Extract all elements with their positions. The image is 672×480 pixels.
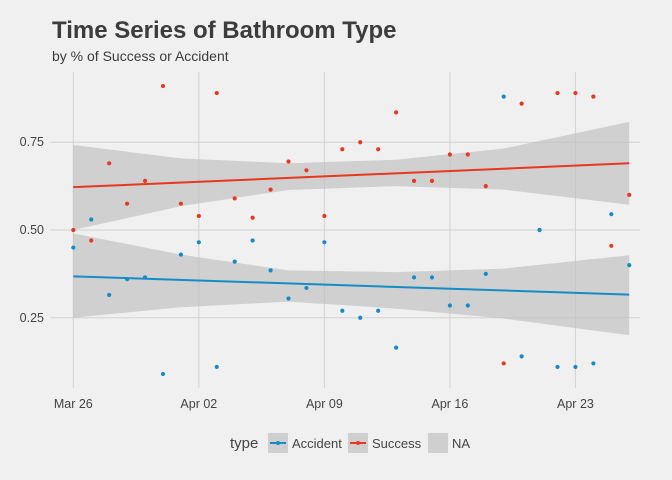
point-accident [89,217,94,222]
point-success [501,361,506,366]
point-accident [555,364,560,370]
x-axis: Mar 26 Apr 02 Apr 09 Apr 16 Apr 23 [54,397,594,411]
point-accident [609,212,614,217]
point-success [519,101,524,106]
point-accident [340,308,345,313]
legend-label: NA [452,436,470,451]
point-accident [107,292,112,298]
point-success [232,196,237,201]
data-points [71,83,632,377]
point-success [394,110,399,115]
point-accident [304,285,309,291]
point-success [591,94,596,99]
x-tick-label: Apr 16 [431,397,468,411]
confidence-bands [73,121,630,336]
point-success [322,213,327,219]
point-success [160,83,166,89]
chart-title: Time Series of Bathroom Type [52,17,397,44]
point-accident [411,275,417,280]
point-success [304,168,309,173]
y-tick-label: 0.25 [20,311,44,325]
point-success [268,187,273,192]
point-accident [358,315,363,320]
point-accident [214,364,219,370]
legend-key-na [428,433,448,453]
point-success [447,152,453,157]
point-success [483,184,488,189]
point-success [340,147,345,152]
point-accident [519,354,524,359]
point-accident [483,271,488,276]
point-success [125,201,130,206]
point-success [142,178,148,183]
point-success [358,140,363,145]
point-accident [322,240,327,245]
x-tick-label: Apr 02 [180,397,217,411]
legend: type Accident Success NA [230,433,470,453]
x-tick-label: Apr 23 [557,397,594,411]
point-accident [232,259,237,264]
point-accident [394,345,399,350]
point-accident [573,364,578,370]
point-accident [429,275,435,280]
point-success [196,213,201,219]
legend-label: Accident [292,436,342,451]
point-accident [250,238,255,243]
point-success [107,161,112,166]
point-success [214,90,219,96]
legend-point [276,441,280,445]
trend-line-accident [73,275,630,296]
point-accident [160,371,166,377]
confidence-band-accident [73,233,630,336]
point-success [429,178,435,183]
x-tick-label: Mar 26 [54,397,93,411]
point-accident [591,361,596,366]
point-success [376,147,381,152]
point-accident [447,303,453,308]
point-accident [268,268,273,273]
point-accident [376,308,381,313]
point-success [411,178,417,183]
point-accident [537,227,542,233]
point-success [465,152,470,157]
y-tick-label: 0.75 [20,135,44,149]
point-accident [501,94,506,99]
point-success [71,227,76,233]
point-accident [196,240,201,245]
point-success [250,215,255,220]
trend-lines [73,162,630,296]
legend-point [356,441,360,445]
y-axis: 0.25 0.50 0.75 [20,135,44,325]
point-success [573,90,578,96]
point-success [178,201,184,206]
trend-line-success [73,162,630,189]
point-accident [178,252,184,257]
point-accident [627,263,632,268]
point-accident [286,296,291,301]
point-success [627,192,632,197]
legend-title: type [230,435,258,452]
point-success [555,90,560,96]
point-accident [71,245,76,250]
x-tick-label: Apr 09 [306,397,343,411]
point-accident [465,303,470,308]
point-success [609,243,614,248]
point-success [286,159,291,164]
grid [50,72,640,388]
y-tick-label: 0.50 [20,223,44,237]
point-success [89,238,94,243]
legend-label: Success [372,436,422,451]
chart-subtitle: by % of Success or Accident [52,48,229,64]
